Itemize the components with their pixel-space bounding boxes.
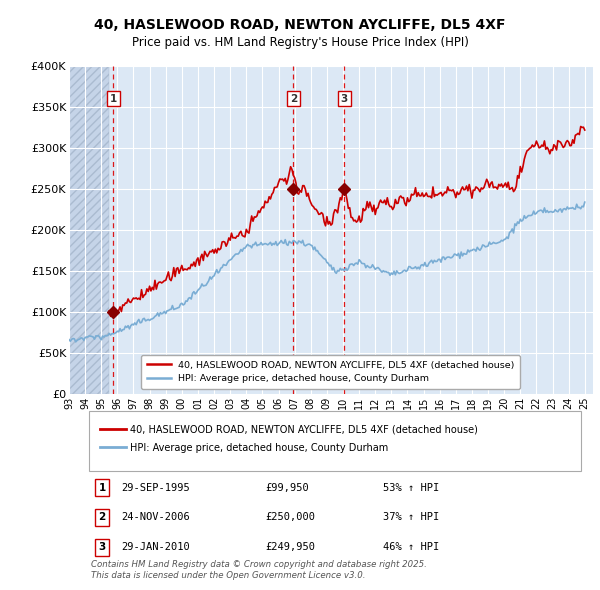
Text: 29-SEP-1995: 29-SEP-1995 xyxy=(121,483,190,493)
Text: 53% ↑ HPI: 53% ↑ HPI xyxy=(383,483,440,493)
Text: 1: 1 xyxy=(98,483,106,493)
Legend: 40, HASLEWOOD ROAD, NEWTON AYCLIFFE, DL5 4XF (detached house), HPI: Average pric: 40, HASLEWOOD ROAD, NEWTON AYCLIFFE, DL5… xyxy=(142,355,520,389)
Text: 2: 2 xyxy=(290,94,297,104)
Text: 40, HASLEWOOD ROAD, NEWTON AYCLIFFE, DL5 4XF: 40, HASLEWOOD ROAD, NEWTON AYCLIFFE, DL5… xyxy=(94,18,506,32)
Bar xyxy=(69,66,109,394)
FancyBboxPatch shape xyxy=(89,411,581,471)
Text: £99,950: £99,950 xyxy=(265,483,309,493)
Text: 29-JAN-2010: 29-JAN-2010 xyxy=(121,542,190,552)
Text: 2: 2 xyxy=(98,513,106,523)
Text: £250,000: £250,000 xyxy=(265,513,316,523)
Text: HPI: Average price, detached house, County Durham: HPI: Average price, detached house, Coun… xyxy=(130,443,388,453)
Text: 24-NOV-2006: 24-NOV-2006 xyxy=(121,513,190,523)
Text: Contains HM Land Registry data © Crown copyright and database right 2025.
This d: Contains HM Land Registry data © Crown c… xyxy=(91,560,427,579)
Text: Price paid vs. HM Land Registry's House Price Index (HPI): Price paid vs. HM Land Registry's House … xyxy=(131,36,469,49)
Text: £249,950: £249,950 xyxy=(265,542,316,552)
Text: 3: 3 xyxy=(98,542,106,552)
Text: 46% ↑ HPI: 46% ↑ HPI xyxy=(383,542,440,552)
Text: 37% ↑ HPI: 37% ↑ HPI xyxy=(383,513,440,523)
Text: 3: 3 xyxy=(341,94,348,104)
Text: 40, HASLEWOOD ROAD, NEWTON AYCLIFFE, DL5 4XF (detached house): 40, HASLEWOOD ROAD, NEWTON AYCLIFFE, DL5… xyxy=(130,424,478,434)
Text: 1: 1 xyxy=(110,94,117,104)
